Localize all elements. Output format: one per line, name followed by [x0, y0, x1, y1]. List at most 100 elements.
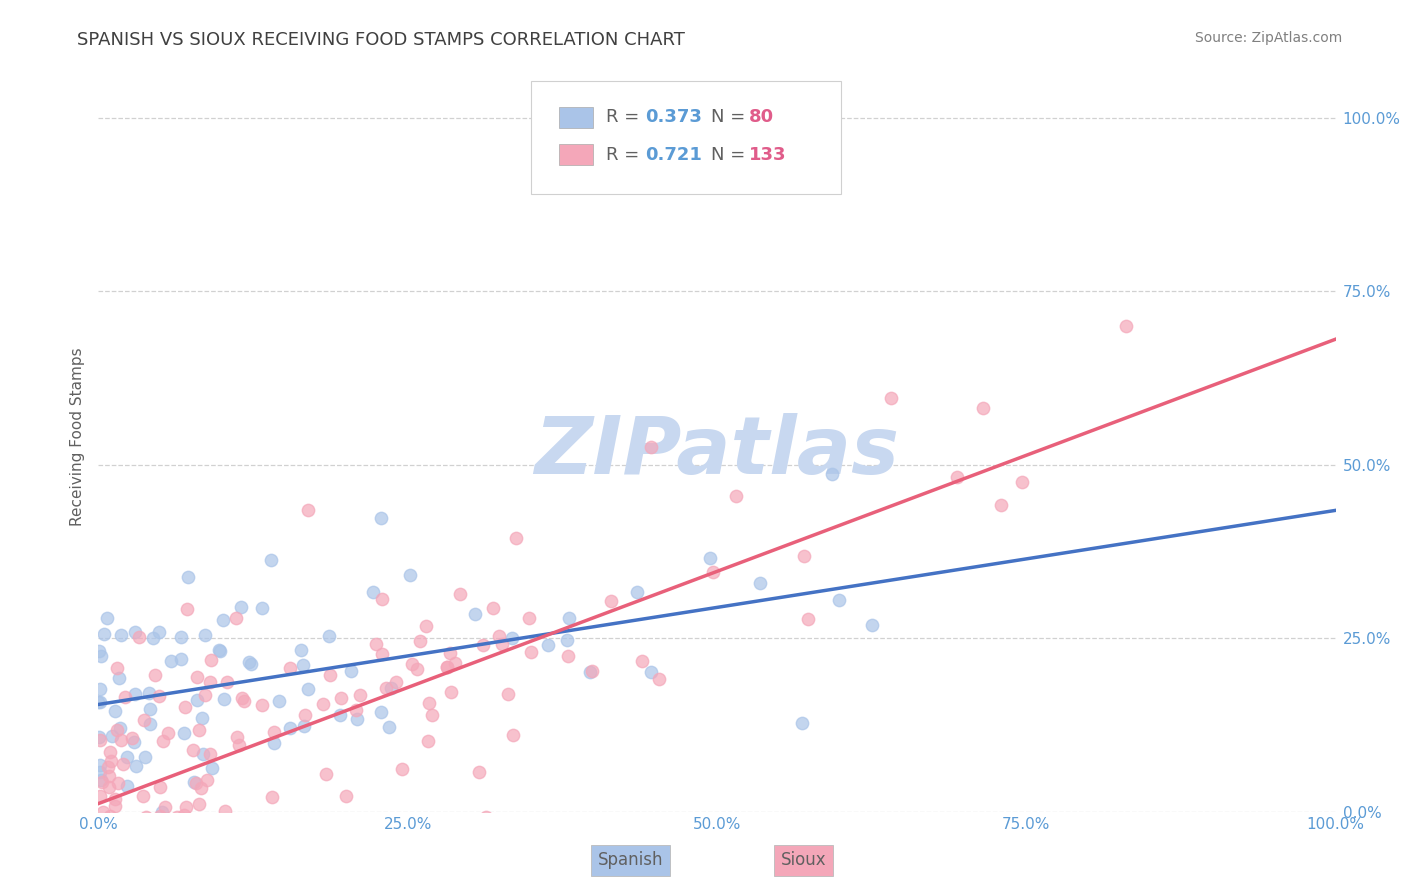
Point: [232, 693, 254, 707]
Point: [89, 695, 111, 709]
Point: [89, 764, 111, 779]
Point: [153, 800, 176, 814]
Point: [104, 704, 127, 718]
Point: [312, 697, 335, 711]
Bar: [558, 107, 593, 128]
Point: [134, 713, 156, 727]
Point: [152, 805, 174, 819]
Point: [699, 551, 721, 566]
Point: [278, 721, 301, 735]
Point: [132, 869, 155, 883]
Point: [201, 761, 224, 775]
Text: Source: ZipAtlas.com: Source: ZipAtlas.com: [1195, 31, 1343, 45]
Point: [380, 681, 402, 696]
Point: [124, 687, 146, 701]
Point: [1011, 475, 1033, 489]
Point: [98, 780, 121, 794]
Point: [238, 655, 260, 669]
Y-axis label: Receiving Food Stamps: Receiving Food Stamps: [70, 348, 86, 526]
Point: [208, 856, 231, 871]
Point: [440, 685, 463, 699]
Point: [100, 754, 122, 768]
Point: [184, 776, 207, 790]
Point: [263, 725, 285, 739]
Point: [294, 867, 316, 881]
Point: [87, 644, 110, 658]
Point: [195, 772, 218, 787]
Point: [157, 725, 180, 739]
Point: [228, 738, 250, 752]
Point: [418, 734, 440, 748]
Point: [138, 686, 160, 700]
Point: [370, 591, 392, 606]
Point: [420, 708, 443, 723]
Point: [579, 665, 602, 680]
Point: [349, 688, 371, 702]
Point: [294, 707, 316, 722]
Point: [475, 810, 498, 824]
Point: [648, 673, 671, 687]
Point: [225, 730, 247, 744]
Point: [229, 600, 252, 615]
Point: [406, 662, 429, 676]
Point: [89, 733, 111, 747]
Text: 0.373: 0.373: [645, 108, 702, 126]
Point: [208, 644, 231, 658]
Point: [91, 805, 114, 819]
Point: [505, 531, 527, 545]
Point: [225, 611, 247, 625]
Point: [217, 674, 239, 689]
Point: [139, 702, 162, 716]
Point: [148, 625, 170, 640]
Point: [399, 567, 422, 582]
Bar: [558, 145, 593, 165]
Point: [176, 602, 198, 616]
Point: [98, 809, 121, 823]
Point: [124, 625, 146, 640]
Point: [187, 797, 209, 811]
Point: [125, 759, 148, 773]
Point: [160, 654, 183, 668]
Point: [191, 711, 214, 725]
Point: [149, 780, 172, 795]
Point: [263, 736, 285, 750]
Text: Sioux: Sioux: [780, 852, 827, 870]
Point: [100, 887, 122, 892]
Point: [198, 747, 221, 762]
Point: [990, 498, 1012, 512]
Point: [371, 647, 394, 661]
Point: [364, 637, 387, 651]
Point: [97, 760, 120, 774]
Point: [194, 688, 217, 702]
Point: [401, 657, 423, 671]
Point: [107, 776, 129, 790]
Point: [134, 750, 156, 764]
Point: [156, 825, 179, 839]
Point: [142, 631, 165, 645]
Point: [173, 725, 195, 739]
Point: [517, 611, 540, 625]
Point: [297, 682, 319, 697]
Point: [124, 735, 146, 749]
Point: [104, 792, 127, 806]
Point: [491, 637, 513, 651]
Point: [87, 695, 110, 709]
Point: [108, 671, 131, 685]
Point: [252, 601, 274, 615]
Point: [467, 765, 489, 780]
Point: [502, 728, 524, 742]
Point: [436, 659, 458, 673]
Point: [110, 628, 132, 642]
Point: [149, 809, 172, 823]
Point: [108, 847, 131, 862]
Point: [117, 779, 139, 793]
Point: [139, 716, 162, 731]
Point: [340, 664, 363, 678]
Point: [211, 613, 233, 627]
Point: [294, 719, 316, 733]
Point: [375, 681, 398, 696]
Point: [228, 823, 250, 838]
Point: [170, 630, 193, 644]
Point: [444, 656, 467, 670]
Point: [482, 601, 505, 615]
